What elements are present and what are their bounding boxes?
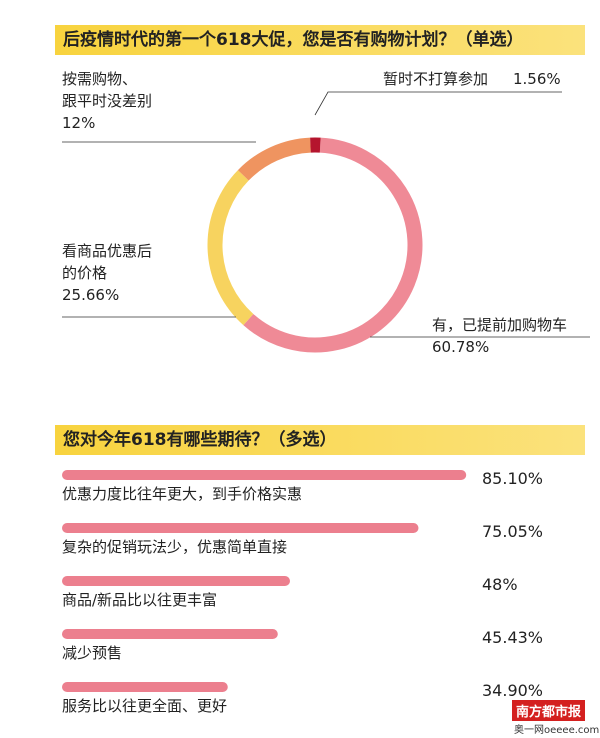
bar-label: 商品/新品比以往更丰富 — [62, 591, 218, 609]
brand: 南方都市报 — [512, 700, 586, 721]
value-label: 45.43% — [482, 628, 544, 647]
slice-label: 有，已提前加购物车 — [432, 316, 568, 334]
donut-segment — [207, 170, 254, 326]
bar — [62, 682, 228, 692]
value-label: 34.90% — [482, 681, 544, 700]
slice-label: 暂时不打算参加 — [383, 70, 489, 88]
bar — [62, 576, 290, 586]
value-label: 75.05% — [482, 522, 544, 541]
bar-label: 优惠力度比往年更大，到手价格实惠 — [62, 485, 303, 503]
donut-segment — [237, 137, 311, 181]
bar-label: 减少预售 — [62, 644, 123, 662]
value-label: 25.66% — [62, 286, 120, 304]
bar-label: 复杂的促销玩法少，优惠简单直接 — [62, 538, 288, 556]
chart-title: 您对今年618有哪些期待？（多选） — [55, 425, 585, 455]
value-label: 1.56% — [513, 70, 561, 88]
bar — [62, 523, 419, 533]
value-label: 48% — [482, 575, 518, 594]
value-label: 12% — [62, 114, 96, 132]
bar-label: 服务比以往更全面、更好 — [62, 697, 228, 715]
donut-segment — [243, 137, 423, 353]
site: 奥一网oeeee.com — [514, 725, 600, 736]
leader-line — [314, 91, 562, 116]
bar — [62, 629, 278, 639]
bar — [62, 470, 467, 480]
slice-label: 按需购物、 跟平时没差别 — [62, 70, 153, 110]
chart-title: 后疫情时代的第一个618大促，您是否有购物计划？（单选） — [55, 25, 585, 55]
value-label: 85.10% — [482, 469, 544, 488]
slice-label: 看商品优惠后 的价格 — [62, 242, 153, 282]
value-label: 60.78% — [432, 338, 490, 356]
